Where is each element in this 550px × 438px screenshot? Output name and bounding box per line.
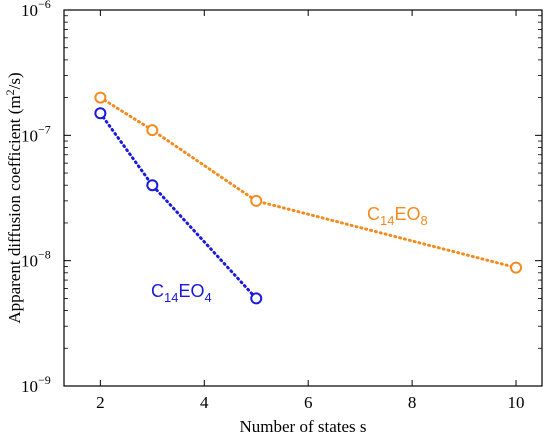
y-tick-label-exponent: −9 (38, 373, 51, 387)
series-line-eo8 (98, 96, 518, 270)
y-tick-label: 10 (21, 1, 38, 20)
y-axis-title-superscript: 2 (3, 89, 17, 95)
data-point-eo4 (94, 107, 107, 120)
series-line-eo4 (98, 111, 258, 300)
data-point-eo4 (146, 179, 159, 192)
series-points (94, 91, 523, 305)
y-tick-label-exponent: −8 (38, 248, 51, 262)
y-axis-title: Apparent diffusion coefficient (m2/s) (3, 72, 24, 323)
x-tick-label: 4 (200, 393, 209, 412)
y-tick-label-exponent: −6 (38, 0, 51, 11)
data-point-eo8 (146, 124, 159, 137)
y-tick-label: 10 (21, 252, 38, 271)
data-point-eo8 (94, 91, 107, 104)
x-tick-label: 10 (508, 393, 525, 412)
y-tick-label: 10 (21, 377, 38, 396)
data-point-eo8 (250, 194, 263, 207)
series-lines (98, 96, 518, 300)
series-label-c14eo4: C14EO4 (151, 281, 212, 305)
x-axis-title: Number of states s (239, 417, 366, 436)
x-tick-label: 8 (408, 393, 417, 412)
data-point-eo4 (250, 292, 263, 305)
x-tick-label: 6 (304, 393, 313, 412)
series-label-c14eo8: C14EO8 (367, 204, 428, 228)
y-tick-label-exponent: −7 (38, 122, 51, 136)
x-tick-label: 2 (96, 393, 105, 412)
data-point-eo8 (510, 261, 523, 274)
plot-frame (63, 9, 543, 387)
y-tick-label: 10 (21, 126, 38, 145)
